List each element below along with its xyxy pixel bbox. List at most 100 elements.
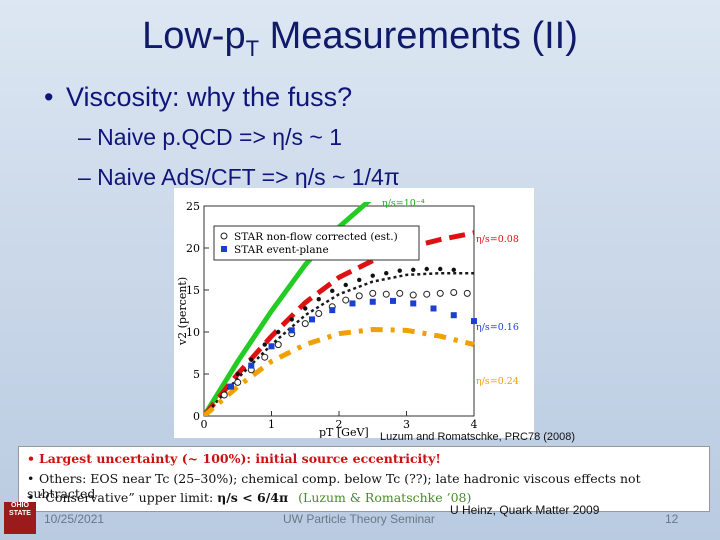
v2-chart-svg: 0 1 2 3 4 0 5 10 15 20 25 pT [GeV] v2 (percent) STAR …: [176, 198, 519, 438]
x-tick-label: 1: [268, 418, 275, 431]
bullet-dot-icon: •: [27, 471, 35, 486]
bullet-text: Viscosity: why the fuss?: [66, 82, 353, 112]
data-point-filled: [228, 383, 234, 390]
data-point-open: [261, 353, 269, 361]
data-point-filled: [369, 298, 376, 305]
data-point-filled: [288, 327, 295, 334]
bullet-dot-icon: •: [44, 82, 54, 112]
data-point-dot: [370, 273, 375, 278]
y-tick-label: 5: [193, 368, 200, 381]
data-point-open: [301, 320, 309, 328]
data-point-dot: [316, 297, 321, 302]
y-tick-label: 0: [193, 410, 200, 423]
x-axis-label: pT [GeV]: [319, 426, 369, 438]
y-tick-label: 20: [186, 242, 200, 255]
data-point-dot: [343, 282, 348, 288]
summary-line-2-text: Others: EOS near Tc (25–30%); chemical c…: [27, 471, 641, 501]
data-point-open: [450, 289, 458, 297]
x-tick-label: 4: [471, 418, 478, 431]
data-point-open: [355, 292, 363, 300]
data-point-filled: [309, 316, 315, 323]
data-point-open: [396, 289, 404, 297]
data-point-dot: [451, 267, 456, 273]
data-point-open: [234, 378, 242, 386]
data-point-dot: [249, 357, 254, 362]
sub-bullet-adscft: – Naive AdS/CFT => η/s ~ 1/4π: [78, 164, 400, 190]
data-point-open: [220, 391, 228, 399]
data-point-dot: [411, 267, 416, 273]
legend-entry: STAR event-plane: [234, 244, 329, 256]
ohio-state-logo: OHIO STATE: [4, 502, 36, 534]
x-tick-label: 3: [403, 418, 410, 431]
data-point-open: [342, 296, 350, 304]
data-point-dot: [384, 271, 389, 276]
data-point-open: [274, 341, 282, 349]
footer-date: 10/25/2021: [44, 512, 105, 526]
y-tick-label: 10: [186, 326, 200, 339]
x-tick-label: 0: [201, 418, 208, 431]
data-point-filled: [349, 300, 356, 307]
data-point-open: [369, 289, 377, 297]
y-tick-label: 25: [186, 200, 200, 213]
y-tick-label: 15: [186, 284, 200, 297]
y-axis-label: v2 (percent): [176, 277, 189, 346]
logo-text: OHIO STATE: [9, 502, 31, 517]
data-point-filled: [450, 312, 457, 319]
title-subscript: T: [245, 36, 260, 61]
data-point-dot: [438, 266, 443, 272]
data-point-open: [463, 289, 471, 297]
citation: Luzum and Romatschke, PRC78 (2008): [380, 431, 576, 443]
bullet-dot-icon: •: [27, 490, 35, 505]
upper-limit-formula: η/s < 6/4π: [217, 490, 289, 505]
x-tick-label: 2: [336, 418, 343, 431]
curve-label: η/s=10⁻⁴: [382, 198, 425, 209]
bullet-dot-icon: •: [27, 451, 35, 466]
data-point-open: [315, 310, 323, 318]
summary-line-1: • Largest uncertainty (~ 100%): initial s…: [27, 451, 441, 466]
data-point-dot: [357, 277, 362, 283]
series-line-2: [204, 271, 474, 416]
curve-label: η/s=0.08: [476, 234, 519, 245]
series-line-3: [204, 326, 475, 416]
data-point-filled: [248, 362, 255, 369]
title-text: Low-p: [142, 15, 246, 57]
slide-number: 12: [665, 512, 679, 526]
slide-title: Low-pT Measurements (II): [0, 14, 720, 62]
data-point-dot: [235, 371, 240, 377]
summary-line-2: • Others: EOS near Tc (25–30%); chemical …: [27, 471, 709, 501]
data-point-filled: [329, 307, 336, 314]
summary-line-3: • “Conservative” upper limit: η/s < 6/4π (…: [27, 490, 471, 505]
curve-label: η/s=0.16: [476, 322, 519, 333]
footer-author: U Heinz, Quark Matter 2009: [450, 503, 600, 517]
data-point-dot: [424, 266, 429, 272]
data-point-dot: [276, 329, 281, 335]
data-point-dot: [397, 268, 402, 273]
data-point-dot: [330, 288, 335, 294]
data-point-filled: [390, 297, 396, 304]
legend-entry: STAR non-flow corrected (est.): [234, 231, 398, 243]
legend-marker-filled: [221, 246, 227, 252]
legend-box: [213, 225, 420, 261]
data-point-open: [423, 290, 431, 298]
sub-bullet-pqcd: – Naive p.QCD => η/s ~ 1: [78, 124, 342, 150]
v2-plot: 0 1 2 3 4 0 5 10 15 20 25 pT [GeV] v2 (percent) STAR …: [174, 188, 534, 438]
data-point-filled: [410, 300, 417, 307]
data-point-dot: [262, 342, 267, 347]
summary-box: • Largest uncertainty (~ 100%): initial s…: [18, 446, 710, 512]
data-point-open: [409, 291, 417, 299]
data-point-filled: [430, 305, 437, 312]
footer-venue: UW Particle Theory Seminar: [283, 512, 435, 526]
series-line-1: [204, 230, 475, 416]
data-point-dot: [289, 317, 294, 322]
data-point-open: [436, 289, 444, 297]
legend-marker-open: [220, 232, 228, 240]
data-point-open: [382, 290, 390, 298]
bullet-viscosity: • Viscosity: why the fuss?: [44, 82, 352, 113]
title-rest: Measurements (II): [259, 15, 578, 57]
series-line-0: [204, 202, 372, 416]
data-point-filled: [471, 318, 477, 325]
data-point-dot: [303, 306, 308, 311]
summary-line-3-text: “Conservative” upper limit:: [39, 490, 214, 505]
summary-line-1-text: Largest uncertainty (~ 100%): initial so…: [39, 451, 441, 466]
curve-label: η/s=0.24: [476, 376, 519, 387]
